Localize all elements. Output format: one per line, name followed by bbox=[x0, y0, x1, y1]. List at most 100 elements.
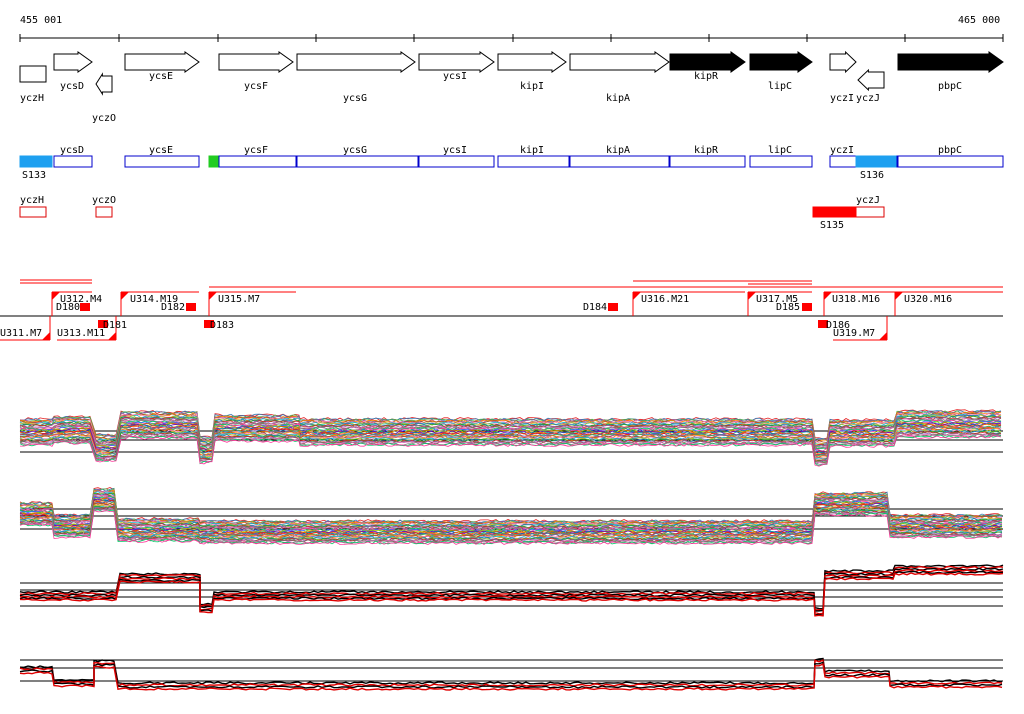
minus-gene-label: yczJ bbox=[856, 195, 880, 206]
downstream-signal-d183[interactable]: D183 bbox=[204, 320, 234, 331]
gene-lipc[interactable]: lipC bbox=[749, 51, 813, 92]
gene-yczj[interactable]: yczJ bbox=[856, 68, 885, 104]
upstream-signal-u312-m4[interactable]: U312.M4 bbox=[51, 291, 102, 316]
gene-arrow-shape bbox=[124, 51, 200, 73]
upstream-signal-u313-m11[interactable]: U313.M11 bbox=[57, 316, 117, 341]
gene-label: yczH bbox=[20, 93, 44, 104]
feature-s136[interactable]: S136 bbox=[855, 155, 897, 181]
plus-gene-lipc[interactable]: lipC bbox=[749, 145, 813, 168]
gene-ycse[interactable]: ycsE bbox=[124, 51, 200, 82]
gene-arrow-shape bbox=[749, 51, 813, 73]
plus-gene-ycsg[interactable]: ycsG bbox=[296, 145, 419, 168]
plus-gene-kipa[interactable]: kipA bbox=[569, 145, 670, 168]
gene-arrow-shape bbox=[569, 51, 670, 73]
plus-gene-label: yczI bbox=[830, 145, 854, 156]
plus-gene-ycse[interactable]: ycsE bbox=[124, 145, 200, 168]
gene-kipi[interactable]: kipI bbox=[497, 51, 567, 92]
plus-gene-box bbox=[669, 155, 746, 168]
feature-box bbox=[812, 206, 857, 218]
terminator-box bbox=[818, 320, 828, 328]
minus-gene-yczh[interactable]: yczH bbox=[19, 195, 47, 218]
feature-s135[interactable]: S135 bbox=[812, 206, 857, 231]
gene-arrow-shape bbox=[857, 68, 885, 92]
plus-gene-label: kipR bbox=[694, 145, 719, 156]
plus-gene-ycsi[interactable]: ycsI bbox=[418, 145, 495, 168]
profile-line bbox=[19, 412, 1002, 445]
profile-line bbox=[19, 421, 1002, 453]
minus-gene-yczo[interactable]: yczO bbox=[92, 195, 116, 218]
plus-gene-ycsd[interactable]: ycsD bbox=[53, 145, 93, 168]
minus-gene-label: yczH bbox=[20, 195, 44, 206]
gene-label: yczI bbox=[830, 93, 854, 104]
profile-line bbox=[19, 565, 1004, 611]
downstream-signal-label: D182 bbox=[161, 302, 185, 313]
minus-gene-box bbox=[855, 206, 885, 218]
upstream-signal-u314-m19[interactable]: U314.M19 bbox=[120, 291, 199, 316]
gene-label: ycsE bbox=[149, 71, 173, 82]
upstream-signal-u315-m7[interactable]: U315.M7 bbox=[208, 291, 296, 316]
feature-box bbox=[855, 155, 897, 168]
downstream-signal-label: D184 bbox=[583, 302, 607, 313]
gene-ycsg[interactable]: ycsG bbox=[296, 51, 416, 104]
downstream-signal-d184[interactable]: D184 bbox=[583, 302, 618, 313]
downstream-signal-d180[interactable]: D180 bbox=[56, 302, 90, 313]
downstream-signal-d186[interactable]: D186 bbox=[818, 320, 850, 331]
upstream-signal-label: U316.M21 bbox=[641, 294, 689, 305]
upstream-signal-u317-m5[interactable]: U317.M5 bbox=[747, 291, 812, 316]
gene-arrow-shape bbox=[897, 51, 1004, 73]
plus-gene-kipr[interactable]: kipR bbox=[669, 145, 746, 168]
terminator-box bbox=[204, 320, 214, 328]
gene-arrow-shape bbox=[418, 51, 495, 73]
gene-label: ycsD bbox=[60, 81, 84, 92]
terminator-box bbox=[802, 303, 812, 311]
gene-yczh[interactable]: yczH bbox=[19, 65, 47, 104]
signal-flag bbox=[52, 292, 60, 300]
gene-yczi[interactable]: yczI bbox=[829, 50, 857, 104]
upstream-signal-label: U319.M7 bbox=[833, 328, 875, 339]
upstream-signal-label: U317.M5 bbox=[756, 294, 798, 305]
upstream-signal-label: U313.M11 bbox=[57, 328, 105, 339]
upstream-signal-u318-m16[interactable]: U318.M16 bbox=[823, 291, 897, 316]
upstream-signal-u319-m7[interactable]: U319.M7 bbox=[833, 316, 888, 341]
upstream-signal-u311-m7[interactable]: U311.M7 bbox=[0, 316, 51, 341]
profile-panel-plus-strand-profiles bbox=[19, 409, 1003, 467]
gene-kipr[interactable]: kipR bbox=[669, 51, 746, 82]
terminator-box bbox=[98, 320, 108, 328]
gene-ycsi[interactable]: ycsI bbox=[418, 51, 495, 82]
signal-flag bbox=[824, 292, 832, 300]
upstream-signal-u316-m21[interactable]: U316.M21 bbox=[632, 291, 745, 316]
profile-line bbox=[20, 502, 1003, 538]
profile-line bbox=[19, 657, 1002, 685]
profile-line bbox=[19, 489, 1003, 526]
plus-gene-kipi[interactable]: kipI bbox=[497, 145, 570, 168]
plus-gene-box bbox=[497, 155, 570, 168]
profile-line bbox=[19, 423, 1002, 455]
plus-gene-ycsf[interactable]: ycsF bbox=[218, 145, 297, 168]
gene-arrow-shape bbox=[829, 50, 857, 74]
upstream-signal-label: U314.M19 bbox=[130, 294, 178, 305]
gene-ycsf[interactable]: ycsF bbox=[218, 51, 294, 92]
plus-gene-label: pbpC bbox=[938, 145, 962, 156]
profile-line bbox=[19, 567, 1004, 612]
gene-ycsd[interactable]: ycsD bbox=[53, 51, 93, 92]
upstream-signal-label: U320.M16 bbox=[904, 294, 952, 305]
upstream-signal-label: U312.M4 bbox=[60, 294, 102, 305]
gene-kipa[interactable]: kipA bbox=[569, 51, 670, 104]
gene-yczo[interactable]: yczO bbox=[92, 72, 116, 124]
plus-gene-pbpc[interactable]: pbpC bbox=[897, 145, 1004, 168]
signal-flag bbox=[209, 292, 217, 300]
minus-gene-yczj[interactable]: yczJ bbox=[855, 195, 885, 218]
signal-flag bbox=[42, 332, 50, 340]
gene-pbpc[interactable]: pbpC bbox=[897, 51, 1004, 92]
plus-gene-box bbox=[897, 155, 1004, 168]
downstream-signal-d182[interactable]: D182 bbox=[161, 302, 196, 313]
downstream-signal-d185[interactable]: D185 bbox=[776, 302, 812, 313]
gene-label: kipR bbox=[694, 71, 719, 82]
upstream-signal-u320-m16[interactable]: U320.M16 bbox=[894, 291, 1003, 316]
downstream-signal-d181[interactable]: D181 bbox=[98, 320, 127, 331]
feature-s133[interactable]: S133 bbox=[19, 155, 53, 181]
upstream-signal-label: U318.M16 bbox=[832, 294, 880, 305]
terminator-box bbox=[608, 303, 618, 311]
gene-label: lipC bbox=[768, 81, 792, 92]
